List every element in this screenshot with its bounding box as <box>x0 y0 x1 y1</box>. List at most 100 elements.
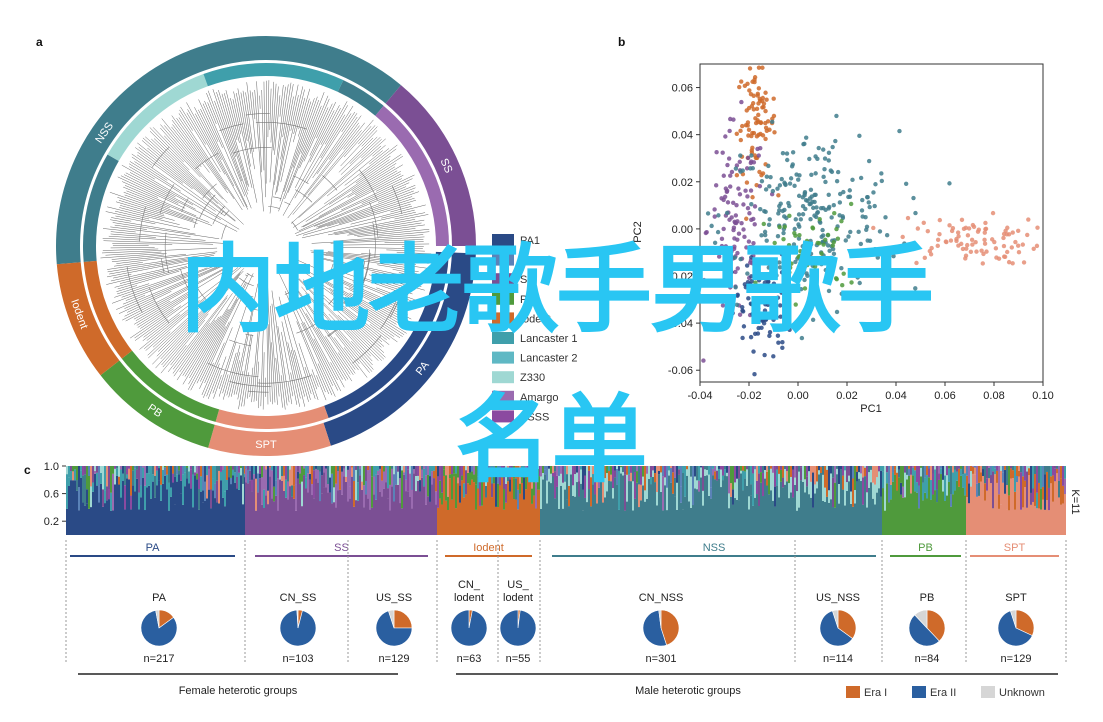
scatter-point <box>922 255 928 261</box>
scatter-point <box>728 184 733 189</box>
structure-bar <box>1062 466 1064 486</box>
scatter-point <box>769 313 775 319</box>
structure-bar <box>186 478 188 535</box>
scatter-point <box>800 195 805 200</box>
structure-bar <box>746 466 748 470</box>
structure-bar <box>878 488 880 535</box>
scatter-point <box>745 271 750 276</box>
structure-bar <box>750 495 752 535</box>
structure-bar <box>682 466 684 473</box>
scatter-point <box>821 174 826 180</box>
scatter-point <box>705 211 711 216</box>
structure-bar <box>82 502 84 535</box>
scatter-point <box>761 104 766 110</box>
tree-branch <box>305 292 373 372</box>
structure-bar <box>148 473 150 486</box>
structure-bar <box>315 466 317 469</box>
x-tick-label: 0.02 <box>836 390 857 402</box>
structure-bar <box>475 484 477 510</box>
structure-bar <box>517 509 519 535</box>
tree-branch <box>375 277 415 291</box>
structure-bar <box>886 472 888 484</box>
structure-bar <box>283 466 285 476</box>
structure-bar <box>186 467 188 479</box>
scatter-point <box>760 133 766 138</box>
structure-bar <box>748 509 750 535</box>
structure-bar <box>144 510 146 535</box>
tree-branch <box>212 356 227 394</box>
structure-bar <box>774 466 776 487</box>
structure-bar <box>886 483 888 535</box>
tree-branch <box>393 291 415 300</box>
structure-bar <box>682 509 684 535</box>
scatter-point <box>801 141 806 147</box>
structure-bar <box>858 478 860 535</box>
structure-bar <box>930 466 932 481</box>
pie-slice-erai <box>926 609 946 642</box>
scatter-point <box>835 169 841 175</box>
structure-bar <box>1012 477 1014 535</box>
structure-bar <box>980 472 982 482</box>
scatter-point <box>820 233 826 238</box>
scatter-point <box>821 242 826 247</box>
scatter-point <box>965 233 971 238</box>
structure-bar <box>419 466 421 481</box>
scatter-point <box>750 311 755 317</box>
scatter-point <box>726 305 731 310</box>
structure-bar <box>82 475 84 503</box>
structure-bar <box>846 490 848 535</box>
scatter-point <box>915 226 921 231</box>
structure-bar <box>564 489 566 535</box>
structure-bar <box>548 468 550 482</box>
structure-bar <box>804 466 806 480</box>
structure-bar <box>870 482 872 535</box>
scatter-point <box>839 291 844 297</box>
tree-branch <box>368 274 425 291</box>
tree-branch <box>292 119 374 215</box>
structure-bar <box>988 466 990 468</box>
tree-arc <box>224 210 230 216</box>
scatter-point <box>860 214 865 219</box>
structure-bar <box>746 485 748 535</box>
ring-outer-pa <box>323 252 476 446</box>
structure-bar <box>329 477 331 493</box>
scatter-point <box>810 317 816 322</box>
structure-bar <box>850 466 852 492</box>
tree-branch <box>295 297 343 380</box>
structure-bar <box>714 479 716 535</box>
scatter-point <box>959 217 965 223</box>
tree-arc <box>229 381 272 387</box>
scatter-point <box>792 183 797 189</box>
structure-bar <box>818 466 820 471</box>
structure-bar <box>686 469 688 476</box>
tree-branch <box>115 201 165 217</box>
tree-branch <box>207 102 217 125</box>
tree-branch <box>298 297 353 382</box>
tree-branch <box>281 321 301 407</box>
structure-bar <box>457 483 459 535</box>
structure-bar <box>465 494 467 535</box>
structure-bar <box>124 466 126 486</box>
structure-bar <box>1006 485 1008 510</box>
structure-bar <box>984 500 986 535</box>
pie-label: CN_SS <box>280 592 317 604</box>
structure-bar <box>377 470 379 475</box>
structure-bar <box>423 486 425 535</box>
scatter-point <box>845 292 851 297</box>
scatter-point <box>738 137 744 143</box>
tree-branch <box>190 283 247 391</box>
structure-bar <box>192 474 194 508</box>
tree-arc <box>291 221 298 231</box>
structure-bar <box>369 509 371 535</box>
structure-bar <box>552 466 554 473</box>
tree-branch <box>125 259 231 301</box>
structure-bar <box>230 484 232 535</box>
structure-bar <box>162 483 164 535</box>
tree-branch <box>125 264 232 322</box>
tree-branch <box>315 327 349 380</box>
structure-bar <box>1064 494 1066 535</box>
tree-branch <box>328 155 404 205</box>
structure-bar <box>630 472 632 482</box>
structure-bar <box>271 470 273 499</box>
structure-bar <box>1008 510 1010 535</box>
